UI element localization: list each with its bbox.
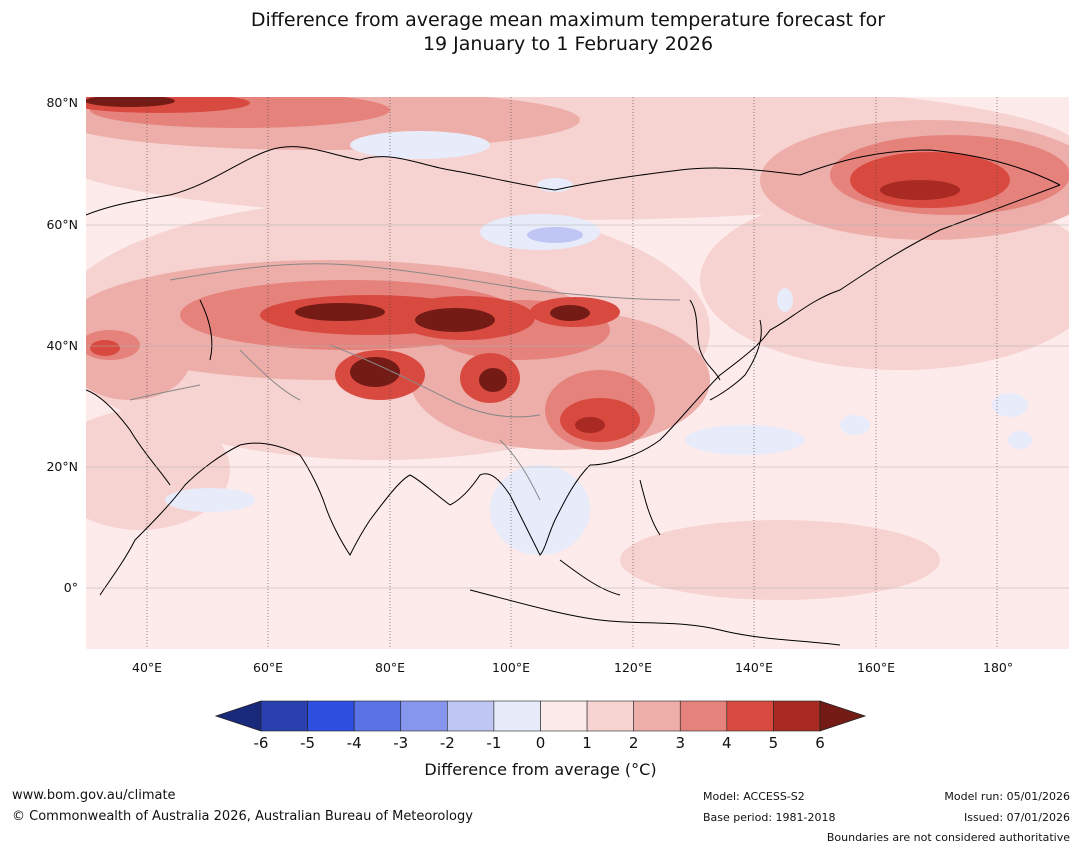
anomaly-zone	[350, 131, 490, 159]
anomaly-zone	[90, 340, 120, 356]
colorbar-tick-label: 4	[722, 734, 732, 752]
coastlines	[86, 146, 1061, 646]
map-title: Difference from average mean maximum tem…	[0, 8, 1081, 56]
coastline	[589, 184, 1061, 466]
lat-tick-20n: 20°N	[46, 459, 78, 474]
colorbar-tick-label: 1	[582, 734, 592, 752]
anomaly-zone	[165, 488, 255, 512]
lat-tick-60n: 60°N	[46, 217, 78, 232]
colorbar-tick-label: -6	[253, 734, 269, 752]
colorbar-swatch	[726, 700, 774, 732]
issued-text: Issued: 07/01/2026	[963, 811, 1070, 824]
coastline	[639, 479, 661, 536]
colorbar-swatch	[400, 700, 448, 732]
anomaly-zone	[880, 180, 960, 200]
model-text: Model: ACCESS-S2	[703, 790, 805, 803]
colorbar-swatch	[586, 700, 634, 732]
colorbar-tick-label: -4	[346, 734, 362, 752]
border	[499, 439, 541, 501]
longitude-gridlines	[146, 97, 998, 649]
model-run-text: Model run: 05/01/2026	[944, 790, 1070, 803]
coastline	[449, 464, 591, 556]
disclaimer-text: Boundaries are not considered authoritat…	[826, 831, 1070, 844]
coastline	[559, 559, 621, 596]
website-link[interactable]: www.bom.gov.au/climate	[12, 788, 176, 803]
coastline	[86, 389, 171, 486]
colorbar-tick-label: 2	[628, 734, 639, 752]
coastline	[99, 444, 241, 596]
coastline	[689, 299, 721, 381]
lat-tick-80n: 80°N	[46, 95, 78, 110]
colorbar-swatch	[633, 700, 681, 732]
anomaly-zone	[350, 357, 400, 387]
anomaly-zone	[479, 368, 507, 392]
coastline	[469, 589, 841, 646]
border	[169, 263, 681, 301]
lon-tick-120e: 120°E	[614, 660, 653, 675]
colorbar-swatch	[260, 700, 308, 732]
anomaly-zone	[295, 303, 385, 321]
colorbar-tick-label: 6	[815, 734, 825, 752]
anomaly-zone	[620, 520, 940, 600]
border	[239, 349, 301, 401]
coastline	[86, 146, 1061, 216]
lon-tick-140e: 140°E	[735, 660, 774, 675]
colorbar-tick-label: 0	[535, 734, 546, 752]
anomaly-field	[86, 97, 1069, 649]
border	[129, 384, 201, 401]
lon-tick-100e: 100°E	[492, 660, 531, 675]
anomaly-zone	[777, 288, 793, 312]
colorbar	[214, 700, 867, 732]
latitude-gridlines	[86, 224, 1069, 589]
lon-tick-80e: 80°E	[375, 660, 406, 675]
anomaly-zone	[415, 308, 495, 332]
colorbar-tick-label: 3	[675, 734, 686, 752]
lat-tick-0: 0°	[63, 580, 78, 595]
colorbar-swatch	[540, 700, 588, 732]
anomaly-zone	[685, 425, 805, 455]
country-borders	[129, 263, 681, 501]
anomaly-zone	[86, 97, 175, 107]
title-line-1: Difference from average mean maximum tem…	[250, 9, 886, 31]
colorbar-swatch	[679, 700, 728, 732]
anomaly-zone	[992, 393, 1028, 417]
title-line-2: 19 January to 1 February 2026	[422, 33, 714, 55]
lat-tick-40n: 40°N	[46, 338, 78, 353]
colorbar-tick-label: -2	[439, 734, 455, 752]
coastline	[199, 299, 213, 361]
colorbar-swatch	[773, 700, 821, 732]
anomaly-zone	[550, 305, 590, 321]
anomaly-zone	[575, 417, 605, 433]
border	[329, 344, 541, 418]
lon-tick-40e: 40°E	[132, 660, 163, 675]
lon-tick-60e: 60°E	[253, 660, 284, 675]
base-period-text: Base period: 1981-2018	[703, 811, 836, 824]
colorbar-swatch	[493, 700, 541, 732]
colorbar-swatch	[307, 700, 355, 732]
colorbar-tick-label: -5	[300, 734, 316, 752]
coastline	[239, 442, 451, 556]
copyright-text: © Commonwealth of Australia 2026, Austra…	[12, 809, 473, 824]
colorbar-tick-label: -3	[393, 734, 409, 752]
colorbar-swatch	[447, 700, 495, 732]
anomaly-zone	[490, 465, 590, 555]
colorbar-label: Difference from average (°C)	[424, 760, 657, 779]
anomaly-zone	[1008, 431, 1032, 449]
colorbar-tick-label: 5	[768, 734, 779, 752]
coastline	[709, 319, 762, 401]
colorbar-extend-low	[214, 700, 262, 732]
lon-tick-160e: 160°E	[857, 660, 896, 675]
colorbar-swatch	[353, 700, 402, 732]
lon-tick-180: 180°	[983, 660, 1014, 675]
colorbar-extend-high	[819, 700, 867, 732]
anomaly-zone	[86, 320, 190, 400]
anomaly-zone	[527, 227, 583, 243]
colorbar-tick-label: -1	[486, 734, 502, 752]
anomaly-zone	[840, 415, 870, 435]
